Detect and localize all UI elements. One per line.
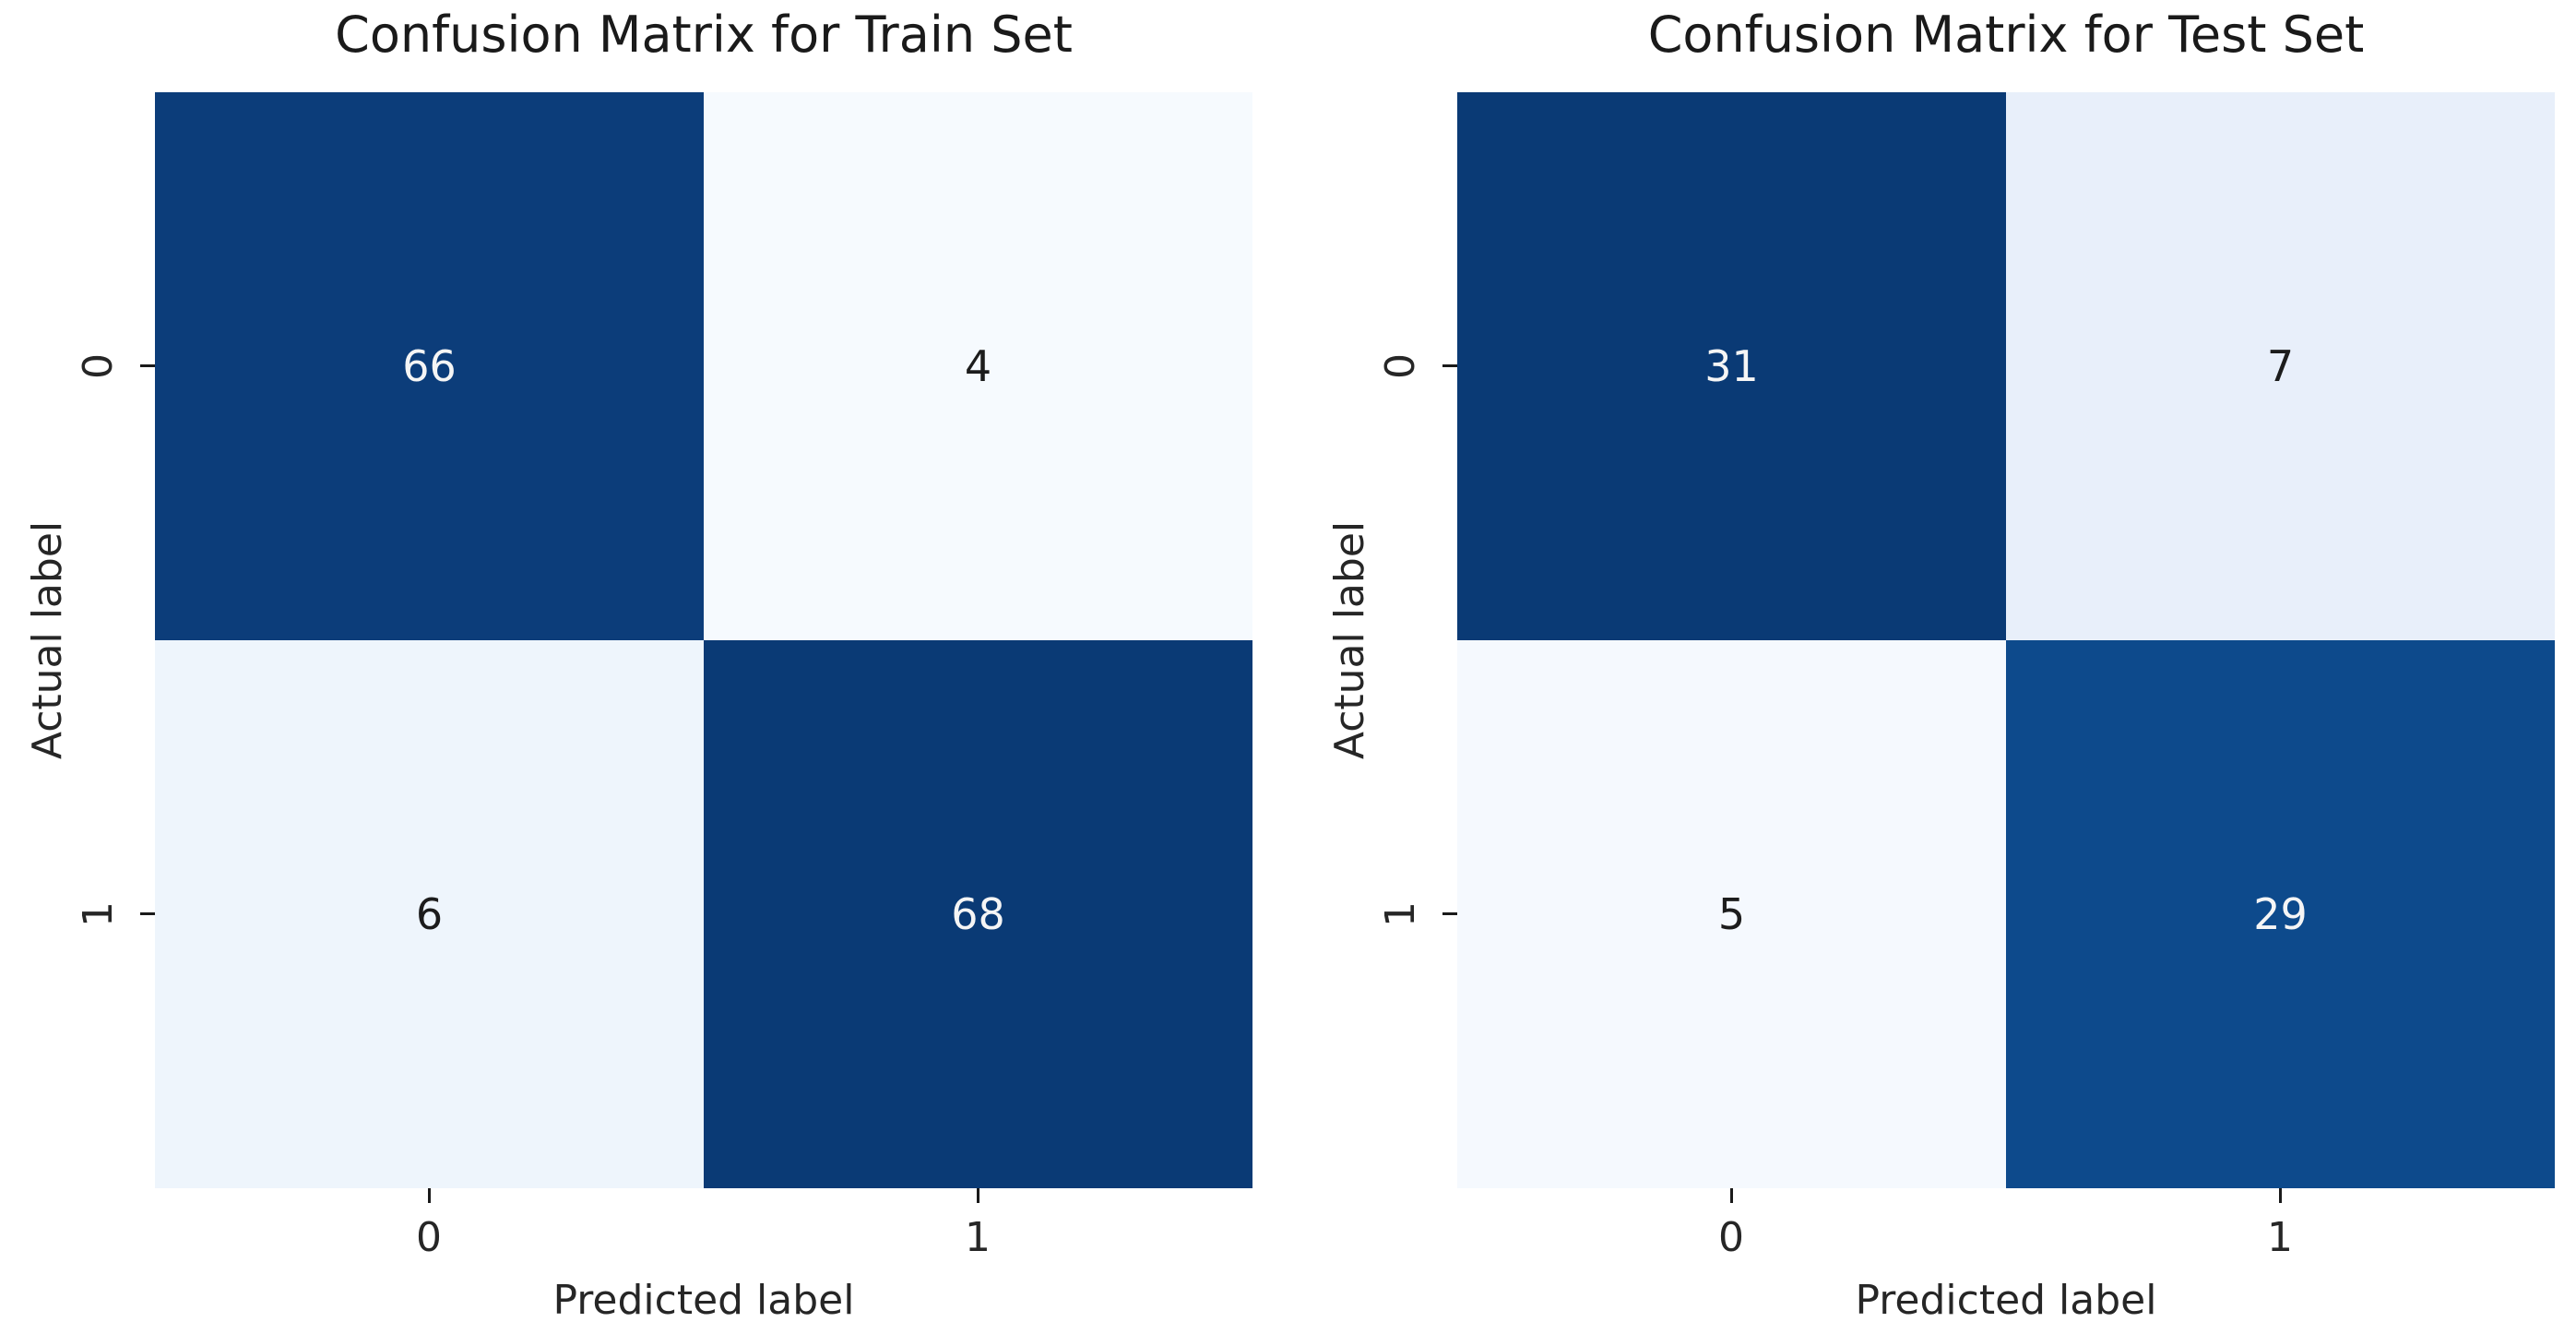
train-xtick-mark-1 — [977, 1188, 979, 1203]
train-ytick-label-1: 1 — [74, 901, 122, 927]
train-cell-actual1-pred0: 6 — [155, 640, 704, 1188]
test-plot-title: Confusion Matrix for Test Set — [1647, 6, 2365, 64]
train-xtick-label-0: 0 — [416, 1214, 442, 1261]
train-cell-actual1-pred1: 68 — [704, 640, 1252, 1188]
test-x-axis-label: Predicted label — [1855, 1277, 2157, 1324]
test-xtick-mark-1 — [2279, 1188, 2282, 1203]
train-cell-actual0-pred1: 4 — [704, 92, 1252, 640]
test-heatmap: 31 7 5 29 — [1457, 92, 2555, 1188]
test-cell-actual1-pred1: 29 — [2006, 640, 2555, 1188]
train-y-axis-label: Actual label — [24, 520, 71, 760]
train-confusion-matrix-panel: Confusion Matrix for Train Set Actual la… — [24, 6, 1252, 1324]
test-ytick-label-1: 1 — [1376, 901, 1424, 927]
train-cell-actual0-pred0: 66 — [155, 92, 704, 640]
train-ytick-mark-1 — [140, 912, 155, 915]
test-ytick-label-0: 0 — [1376, 353, 1424, 379]
test-y-axis-label: Actual label — [1326, 520, 1373, 760]
train-x-axis-label: Predicted label — [552, 1277, 855, 1324]
test-cell-actual0-pred1: 7 — [2006, 92, 2555, 640]
train-ytick-mark-0 — [140, 364, 155, 367]
test-xtick-mark-0 — [1730, 1188, 1733, 1203]
test-confusion-matrix-panel: Confusion Matrix for Test Set Actual lab… — [1302, 0, 2576, 1334]
test-xtick-label-1: 1 — [2267, 1214, 2293, 1261]
test-cell-actual1-pred0: 5 — [1457, 640, 2006, 1188]
test-ytick-mark-1 — [1442, 912, 1457, 915]
test-xtick-label-0: 0 — [1718, 1214, 1744, 1261]
train-heatmap: 66 4 6 68 — [155, 92, 1252, 1188]
train-plot-title: Confusion Matrix for Train Set — [335, 6, 1073, 64]
train-xtick-label-1: 1 — [965, 1214, 991, 1261]
test-ytick-mark-0 — [1442, 364, 1457, 367]
train-ytick-label-0: 0 — [74, 353, 122, 379]
train-xtick-mark-0 — [428, 1188, 431, 1203]
test-cell-actual0-pred0: 31 — [1457, 92, 2006, 640]
